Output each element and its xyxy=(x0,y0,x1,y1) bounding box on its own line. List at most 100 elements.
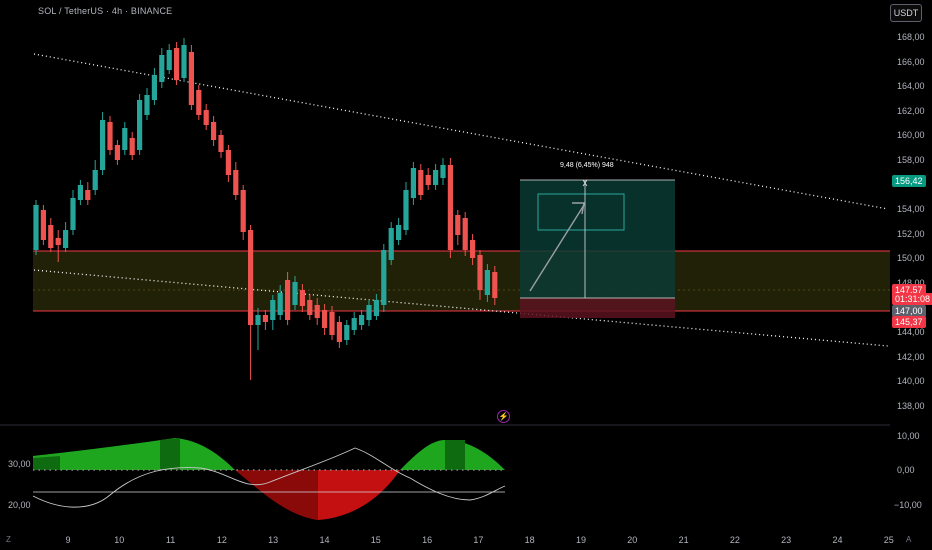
time-axis-label: 15 xyxy=(370,535,381,545)
osc-left-label-30: 30,00 xyxy=(8,459,31,469)
candle-body xyxy=(396,225,402,240)
candle-body xyxy=(455,215,461,235)
countdown-tag: 01:31:08 xyxy=(892,293,932,305)
candle-body xyxy=(188,52,194,105)
candles-group xyxy=(33,38,498,380)
time-axis-label: 21 xyxy=(678,535,689,545)
osc-right-label-neg10: −10,00 xyxy=(894,500,922,510)
price-axis-label: 140,00 xyxy=(897,376,925,387)
lightning-icon[interactable]: ⚡ xyxy=(497,410,510,423)
candle-body xyxy=(211,122,217,140)
projection-arrowhead xyxy=(572,202,585,215)
entry-price-tag: 147,00 xyxy=(892,305,926,317)
candle-body xyxy=(477,255,483,290)
candle-body xyxy=(40,210,46,240)
price-axis-label: 142,00 xyxy=(897,351,925,362)
time-axis-label: 11 xyxy=(165,535,176,545)
osc-darkgreen-block xyxy=(33,456,60,470)
candle-body xyxy=(351,318,357,330)
price-axis-label: 150,00 xyxy=(897,253,925,264)
time-axis-label: 24 xyxy=(832,535,843,545)
candle-body xyxy=(55,238,61,245)
candle-body xyxy=(329,312,335,335)
candle-body xyxy=(440,165,446,178)
candle-body xyxy=(181,45,187,78)
candle-body xyxy=(137,100,143,150)
candle-body xyxy=(77,185,83,200)
timezone-icon[interactable]: Z xyxy=(6,535,11,544)
price-axis-label: 162,00 xyxy=(897,105,925,116)
stop-zone xyxy=(520,298,675,318)
time-axis-label: 23 xyxy=(781,535,792,545)
candle-body xyxy=(285,280,291,320)
candle-body xyxy=(166,50,172,70)
candle-body xyxy=(144,95,150,115)
price-axis-label: 160,00 xyxy=(897,130,925,141)
time-axis-label: 19 xyxy=(575,535,587,545)
candle-body xyxy=(307,300,313,315)
candle-body xyxy=(255,315,261,325)
candle-body xyxy=(122,128,128,150)
candle-body xyxy=(70,198,76,230)
stop-price-tag: 145,37 xyxy=(892,316,926,328)
candle-body xyxy=(344,325,350,340)
candle-body xyxy=(462,218,468,250)
measure-arrow-b xyxy=(582,179,588,187)
osc-right-label-0: 0,00 xyxy=(897,465,915,475)
candle-body xyxy=(492,272,498,298)
lower-trendline xyxy=(33,269,889,347)
time-axis-label: 22 xyxy=(729,535,740,545)
candle-body xyxy=(174,48,180,80)
candle-body xyxy=(129,138,135,155)
candle-body xyxy=(270,300,276,320)
candle-body xyxy=(85,190,91,200)
candle-body xyxy=(114,145,120,160)
candle-body xyxy=(314,305,320,318)
price-axis-label: 148,00 xyxy=(897,278,925,288)
price-axis-label: 154,00 xyxy=(897,204,925,215)
symbol-title: SOL / TetherUS · 4h · BINANCE xyxy=(38,6,173,16)
time-axis-label: 25 xyxy=(883,535,894,545)
price-axis-label: 144,00 xyxy=(897,327,925,338)
candle-body xyxy=(373,300,379,316)
projection-arrow xyxy=(529,204,585,292)
time-axis-label: 20 xyxy=(627,535,638,545)
currency-button[interactable]: USDT xyxy=(890,4,922,22)
time-axis-label: 17 xyxy=(473,535,484,545)
measure-box xyxy=(537,193,625,231)
auto-scale-button[interactable]: A xyxy=(906,535,912,544)
oscillator-group xyxy=(32,438,506,520)
time-axis-label: 14 xyxy=(319,535,330,545)
osc-left-label-20: 20,00 xyxy=(8,500,31,510)
candle-body xyxy=(277,293,283,315)
candle-body xyxy=(262,315,268,322)
candle-body xyxy=(470,240,476,258)
candle-body xyxy=(433,170,439,185)
osc-green-area-left xyxy=(33,438,235,470)
candle-body xyxy=(292,282,298,305)
time-axis-label: 16 xyxy=(422,535,433,545)
time-axis-label: 10 xyxy=(114,535,125,545)
candle-body xyxy=(63,230,69,248)
candle-body xyxy=(33,205,39,250)
candle-body xyxy=(418,170,424,195)
candle-body xyxy=(225,150,231,175)
target-price-tag: 156,42 xyxy=(892,175,926,187)
price-axis-label: 164,00 xyxy=(897,81,925,92)
osc-darkgreen-block-2 xyxy=(160,438,180,470)
candle-body xyxy=(92,170,98,190)
symbol-header: SOL / TetherUS · 4h · BINANCE xyxy=(38,6,176,16)
candle-body xyxy=(100,120,106,170)
price-axis-label: 138,00 xyxy=(897,401,925,411)
candle-body xyxy=(48,225,54,248)
candle-body xyxy=(336,322,342,342)
candle-body xyxy=(240,190,246,232)
time-axis-label: 13 xyxy=(268,535,279,545)
candle-body xyxy=(381,250,387,305)
time-axis-label: 18 xyxy=(524,535,535,545)
candle-body xyxy=(151,75,157,100)
osc-darkred-area xyxy=(235,470,318,520)
candle-body xyxy=(322,310,328,328)
